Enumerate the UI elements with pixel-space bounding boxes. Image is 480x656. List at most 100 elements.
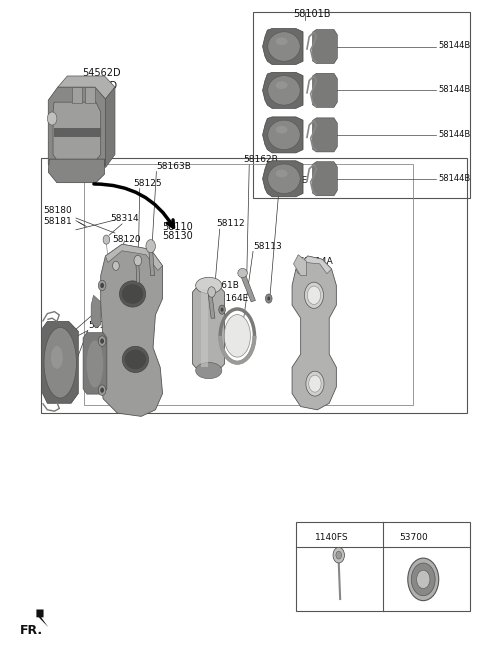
Circle shape	[94, 123, 98, 128]
Polygon shape	[312, 118, 337, 152]
Polygon shape	[241, 276, 255, 302]
Polygon shape	[192, 285, 225, 371]
Ellipse shape	[196, 277, 222, 294]
Text: 58110: 58110	[163, 222, 193, 232]
Text: 58181: 58181	[44, 217, 72, 226]
Circle shape	[98, 336, 106, 346]
Ellipse shape	[120, 281, 145, 307]
Ellipse shape	[417, 570, 430, 588]
Ellipse shape	[44, 327, 76, 398]
Text: 58161B: 58161B	[204, 281, 240, 290]
Circle shape	[265, 294, 272, 303]
Polygon shape	[312, 162, 337, 195]
Polygon shape	[89, 106, 92, 120]
Ellipse shape	[51, 346, 63, 369]
Text: 58130: 58130	[163, 231, 193, 241]
Bar	[72, 87, 82, 104]
Text: 58114A: 58114A	[298, 256, 333, 266]
Polygon shape	[312, 73, 337, 108]
Ellipse shape	[276, 126, 288, 134]
Polygon shape	[53, 102, 101, 163]
Ellipse shape	[408, 558, 439, 601]
Text: 1351JD: 1351JD	[83, 81, 118, 91]
Text: 54562D: 54562D	[83, 68, 121, 78]
Circle shape	[98, 385, 106, 396]
Polygon shape	[91, 295, 101, 328]
Bar	[41, 158, 468, 413]
Polygon shape	[312, 30, 337, 64]
Bar	[84, 164, 412, 405]
Text: 58144B: 58144B	[439, 130, 471, 139]
Circle shape	[208, 287, 216, 297]
Circle shape	[267, 297, 270, 300]
Text: 58162B: 58162B	[243, 155, 278, 165]
Bar	[85, 87, 95, 104]
Polygon shape	[263, 161, 303, 197]
Ellipse shape	[122, 284, 144, 304]
Ellipse shape	[276, 81, 288, 89]
Polygon shape	[263, 72, 303, 108]
Ellipse shape	[268, 75, 300, 105]
Text: 58314: 58314	[110, 215, 139, 223]
Ellipse shape	[268, 164, 300, 194]
Text: 58163B: 58163B	[156, 162, 191, 171]
Text: 58101B: 58101B	[293, 9, 331, 19]
Ellipse shape	[307, 286, 321, 304]
Ellipse shape	[86, 340, 103, 388]
Ellipse shape	[196, 362, 222, 379]
Ellipse shape	[268, 31, 300, 61]
Ellipse shape	[411, 563, 435, 596]
Ellipse shape	[276, 170, 288, 177]
Polygon shape	[36, 609, 48, 627]
Circle shape	[100, 388, 104, 393]
Ellipse shape	[304, 282, 324, 308]
Polygon shape	[293, 255, 306, 276]
Circle shape	[333, 547, 345, 563]
Ellipse shape	[238, 268, 247, 277]
Text: 58125: 58125	[133, 179, 162, 188]
Text: 1140FS: 1140FS	[315, 533, 348, 542]
Ellipse shape	[125, 350, 146, 369]
Polygon shape	[149, 249, 155, 276]
Bar	[296, 522, 469, 611]
Polygon shape	[101, 244, 163, 417]
Ellipse shape	[224, 315, 251, 357]
Circle shape	[336, 551, 342, 559]
Polygon shape	[83, 333, 107, 394]
Polygon shape	[48, 87, 106, 177]
Circle shape	[100, 338, 104, 344]
Ellipse shape	[268, 120, 300, 150]
Polygon shape	[292, 256, 336, 410]
Text: 58144B: 58144B	[89, 321, 123, 330]
Circle shape	[146, 239, 156, 253]
Text: 58112: 58112	[216, 220, 244, 228]
Circle shape	[100, 283, 104, 288]
Text: 58144B: 58144B	[439, 41, 471, 51]
Circle shape	[103, 235, 110, 244]
Polygon shape	[106, 87, 115, 168]
Circle shape	[48, 112, 57, 125]
Polygon shape	[48, 159, 105, 182]
Ellipse shape	[309, 375, 321, 392]
Text: 58164E: 58164E	[214, 294, 248, 303]
Text: 58144B: 58144B	[121, 281, 156, 290]
Text: 58180: 58180	[44, 207, 72, 215]
Polygon shape	[54, 129, 101, 137]
Ellipse shape	[306, 371, 324, 396]
Polygon shape	[263, 117, 303, 153]
Polygon shape	[263, 28, 303, 64]
Ellipse shape	[122, 346, 148, 373]
Polygon shape	[58, 76, 115, 99]
Circle shape	[113, 261, 119, 270]
Circle shape	[92, 120, 100, 131]
Circle shape	[98, 280, 106, 291]
Text: 58144B: 58144B	[439, 85, 471, 94]
Polygon shape	[208, 295, 215, 318]
Circle shape	[221, 308, 224, 312]
Circle shape	[134, 255, 142, 266]
Polygon shape	[296, 256, 332, 274]
Polygon shape	[85, 99, 96, 112]
Polygon shape	[136, 263, 140, 283]
Polygon shape	[201, 289, 208, 367]
Bar	[253, 12, 469, 198]
